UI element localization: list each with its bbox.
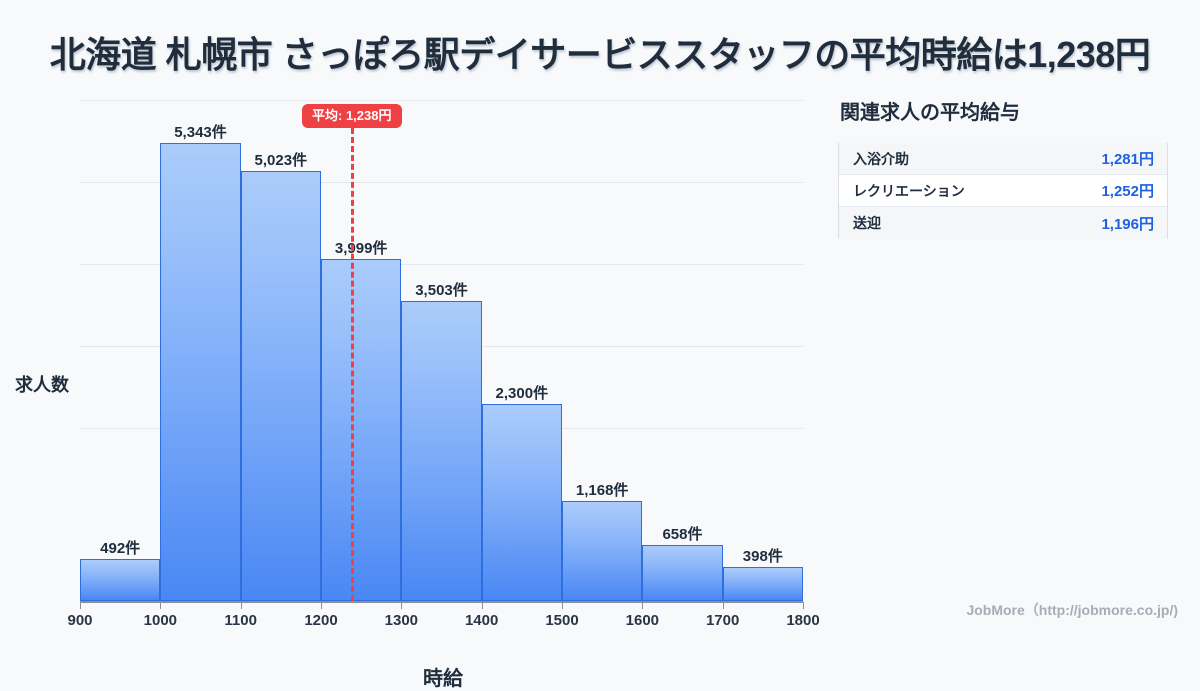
x-axis-tick-label: 1000 — [143, 612, 178, 629]
page-title: 北海道 札幌市 さっぽろ駅デイサービススタッフの平均時給は1,238円 — [49, 34, 1151, 75]
bar-value-label: 5,343件 — [174, 124, 227, 142]
x-axis-tick-label: 1400 — [464, 612, 499, 629]
row-value: 1,281円 — [1101, 151, 1154, 168]
bar — [80, 558, 161, 601]
x-axis-tick — [321, 602, 322, 609]
y-axis-label: 求人数 — [15, 375, 69, 395]
x-axis-tick — [481, 602, 483, 609]
bar — [401, 300, 482, 601]
gridline — [80, 100, 803, 101]
gridline — [80, 182, 803, 183]
x-axis-tick-label: 1500 — [545, 612, 579, 629]
x-axis-tick — [803, 602, 804, 609]
row-label: 送迎 — [853, 215, 881, 231]
gridline — [80, 264, 803, 265]
bar — [240, 170, 321, 601]
row-value: 1,252円 — [1101, 183, 1154, 200]
chart-infographic-page: 北海道 札幌市 さっぽろ駅デイサービススタッフの平均時給は1,238円 求人数 … — [0, 34, 1178, 690]
related-salary-table: 入浴介助 1,281円レクリエーション 1,252円送迎 1,196円 — [838, 143, 1168, 239]
bar-value-label: 398件 — [742, 547, 783, 565]
x-axis-tick — [562, 602, 563, 609]
row-value: 1,196円 — [1101, 215, 1154, 233]
bar-value-label: 2,300件 — [495, 385, 549, 403]
x-axis-line — [80, 601, 803, 603]
bar — [562, 500, 643, 601]
x-axis-tick-label: 1800 — [786, 612, 820, 629]
footer-attribution: JobMore（http://jobmore.co.jp/) — [966, 602, 1178, 618]
x-axis-tick — [80, 602, 81, 609]
x-axis-tick-label: 1600 — [625, 612, 660, 629]
average-line — [350, 128, 354, 601]
bar — [321, 258, 402, 601]
bar — [160, 143, 241, 601]
bar — [481, 404, 562, 601]
bar-value-label: 658件 — [662, 525, 703, 543]
bar — [642, 544, 723, 601]
x-axis-tick — [160, 602, 162, 609]
table-row: レクリエーション 1,252円 — [839, 175, 1167, 207]
x-axis-tick-label: 1300 — [384, 612, 419, 629]
x-axis-tick-label: 1700 — [705, 612, 740, 629]
bar-value-label: 492件 — [100, 539, 141, 557]
related-salary-panel: 関連求人の平均給与 入浴介助 1,281円レクリエーション 1,252円送迎 1,19… — [838, 96, 1168, 239]
row-label: レクリエーション — [853, 182, 965, 199]
row-label: 入浴介助 — [853, 150, 909, 167]
x-axis-tick — [722, 602, 724, 609]
table-row: 入浴介助 1,281円 — [839, 143, 1167, 175]
average-badge: 平均: 1,238円 — [302, 104, 402, 128]
x-axis-tick-label: 1100 — [224, 612, 257, 629]
table-row: 送迎 1,196円 — [839, 207, 1167, 239]
bar — [722, 566, 803, 601]
x-axis-tick-label: 900 — [67, 612, 93, 629]
x-axis-tick — [401, 602, 403, 609]
bar-value-label: 3,999件 — [334, 239, 388, 257]
x-axis-tick — [240, 602, 242, 609]
bar-value-label: 5,023件 — [254, 151, 308, 169]
x-axis-tick-label: 1200 — [304, 612, 338, 629]
bar-value-label: 1,168件 — [575, 481, 629, 499]
x-axis-tick — [642, 602, 644, 609]
x-axis-label: 時給 — [423, 668, 463, 690]
related-salary-title: 関連求人の平均給与 — [840, 102, 1020, 124]
bar-value-label: 3,503件 — [415, 281, 468, 299]
histogram-chart: 求人数 492件 5,343件 5,023件 3,999件 3,503件 2,300件 1,… — [0, 90, 820, 690]
